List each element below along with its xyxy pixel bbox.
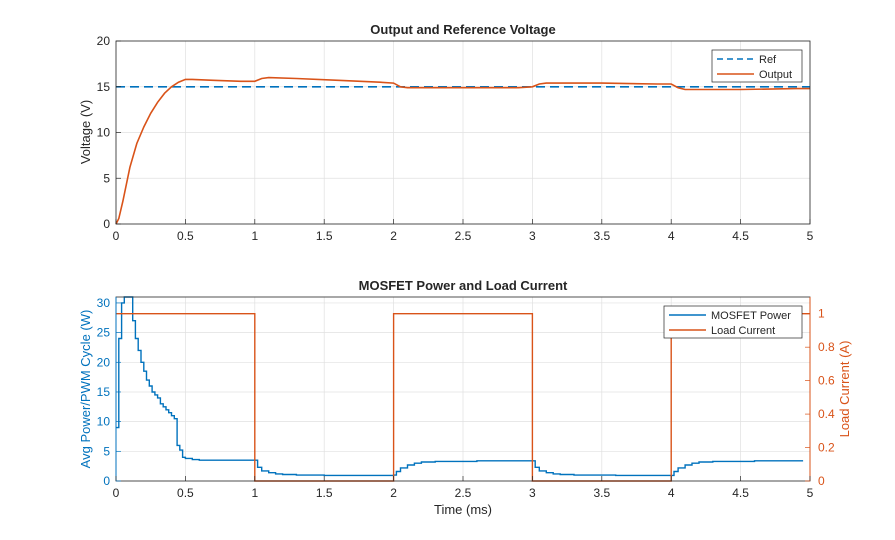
power-left-xtick-label: 0 bbox=[113, 486, 120, 500]
voltage-plot-ylabel: Voltage (V) bbox=[78, 100, 93, 164]
power-left-xtick-label: 5 bbox=[807, 486, 814, 500]
series-load-current bbox=[116, 313, 810, 482]
power-left-ytick-label: 5 bbox=[103, 444, 110, 458]
voltage-xtick-label: 0 bbox=[113, 229, 120, 243]
power-left-xtick-label: 3.5 bbox=[593, 486, 610, 500]
power-right-ytick-label: 0.4 bbox=[818, 407, 835, 421]
voltage-xtick-label: 1 bbox=[251, 229, 258, 243]
voltage-ytick-label: 5 bbox=[103, 171, 110, 185]
power-plot-title: MOSFET Power and Load Current bbox=[359, 278, 568, 293]
voltage-xtick-label: 4 bbox=[668, 229, 675, 243]
legend-label-ref: Ref bbox=[759, 54, 777, 66]
power-left-ytick-label: 25 bbox=[97, 326, 111, 340]
voltage-plot-yticks: 0 5 10 15 20 bbox=[97, 34, 121, 231]
power-left-ytick-label: 0 bbox=[103, 474, 110, 488]
voltage-plot-series bbox=[115, 76, 810, 225]
power-left-xtick-label: 1.5 bbox=[316, 486, 333, 500]
series-output bbox=[115, 76, 810, 225]
voltage-xtick-label: 1.5 bbox=[316, 229, 333, 243]
legend-label-load-current: Load Current bbox=[711, 325, 775, 337]
power-plot-ylabel-right: Load Current (A) bbox=[837, 341, 852, 438]
legend-label-mosfet-power: MOSFET Power bbox=[711, 310, 791, 322]
series-mosfet-power bbox=[116, 296, 804, 477]
power-left-xtick-label: 2 bbox=[390, 486, 397, 500]
power-right-ytick-label: 0.6 bbox=[818, 374, 835, 388]
power-plot-ylabel-left: Avg Power/PWM Cycle (W) bbox=[78, 310, 93, 469]
power-right-ytick-label: 0.2 bbox=[818, 441, 835, 455]
voltage-xtick-label: 3 bbox=[529, 229, 536, 243]
voltage-xtick-label: 2.5 bbox=[455, 229, 472, 243]
legend-label-output: Output bbox=[759, 69, 792, 81]
power-right-ytick-label: 0 bbox=[818, 474, 825, 488]
power-plot-xlabel: Time (ms) bbox=[434, 502, 492, 517]
power-left-xtick-label: 4.5 bbox=[732, 486, 749, 500]
power-left-ytick-label: 10 bbox=[97, 415, 111, 429]
power-right-ytick-label: 0.8 bbox=[818, 340, 835, 354]
voltage-plot-legend: Ref Output bbox=[711, 49, 803, 83]
power-legend-box bbox=[663, 305, 803, 339]
power-left-xtick-label: 0.5 bbox=[177, 486, 194, 500]
voltage-ytick-label: 10 bbox=[97, 126, 111, 140]
power-left-xtick-label: 3 bbox=[529, 486, 536, 500]
power-right-ytick-label: 1 bbox=[818, 307, 825, 321]
voltage-legend-box bbox=[711, 49, 803, 83]
power-left-xtick-label: 2.5 bbox=[455, 486, 472, 500]
voltage-xtick-label: 3.5 bbox=[593, 229, 610, 243]
power-plot-series bbox=[116, 296, 810, 482]
power-left-ytick-label: 15 bbox=[97, 385, 111, 399]
power-left-ytick-label: 30 bbox=[97, 296, 111, 310]
voltage-xtick-label: 5 bbox=[807, 229, 814, 243]
power-plot-right-yticks: 0 0.2 0.4 0.6 0.8 1 bbox=[805, 307, 835, 488]
voltage-xtick-label: 2 bbox=[390, 229, 397, 243]
power-plot-left-yticks: 0 5 10 15 20 25 30 bbox=[97, 296, 121, 488]
voltage-ytick-label: 15 bbox=[97, 80, 111, 94]
power-plot-legend: MOSFET Power Load Current bbox=[663, 305, 803, 339]
voltage-ytick-label: 0 bbox=[103, 217, 110, 231]
voltage-plot-title: Output and Reference Voltage bbox=[370, 22, 555, 37]
voltage-plot-xticks: 0 0.5 1 1.5 2 2.5 3 3.5 4 4.5 5 bbox=[113, 219, 814, 243]
power-left-ytick-label: 20 bbox=[97, 355, 111, 369]
voltage-ytick-label: 20 bbox=[97, 34, 111, 48]
voltage-plot: 0 0.5 1 1.5 2 2.5 3 3.5 4 4.5 5 0 5 10 15 20 Output an… bbox=[78, 22, 814, 243]
power-left-xtick-label: 1 bbox=[251, 486, 258, 500]
voltage-xtick-label: 4.5 bbox=[732, 229, 749, 243]
power-plot-xticks: 0 0.5 1 1.5 2 2.5 3 3.5 4 4.5 5 bbox=[113, 476, 814, 500]
voltage-xtick-label: 0.5 bbox=[177, 229, 194, 243]
power-left-xtick-label: 4 bbox=[668, 486, 675, 500]
